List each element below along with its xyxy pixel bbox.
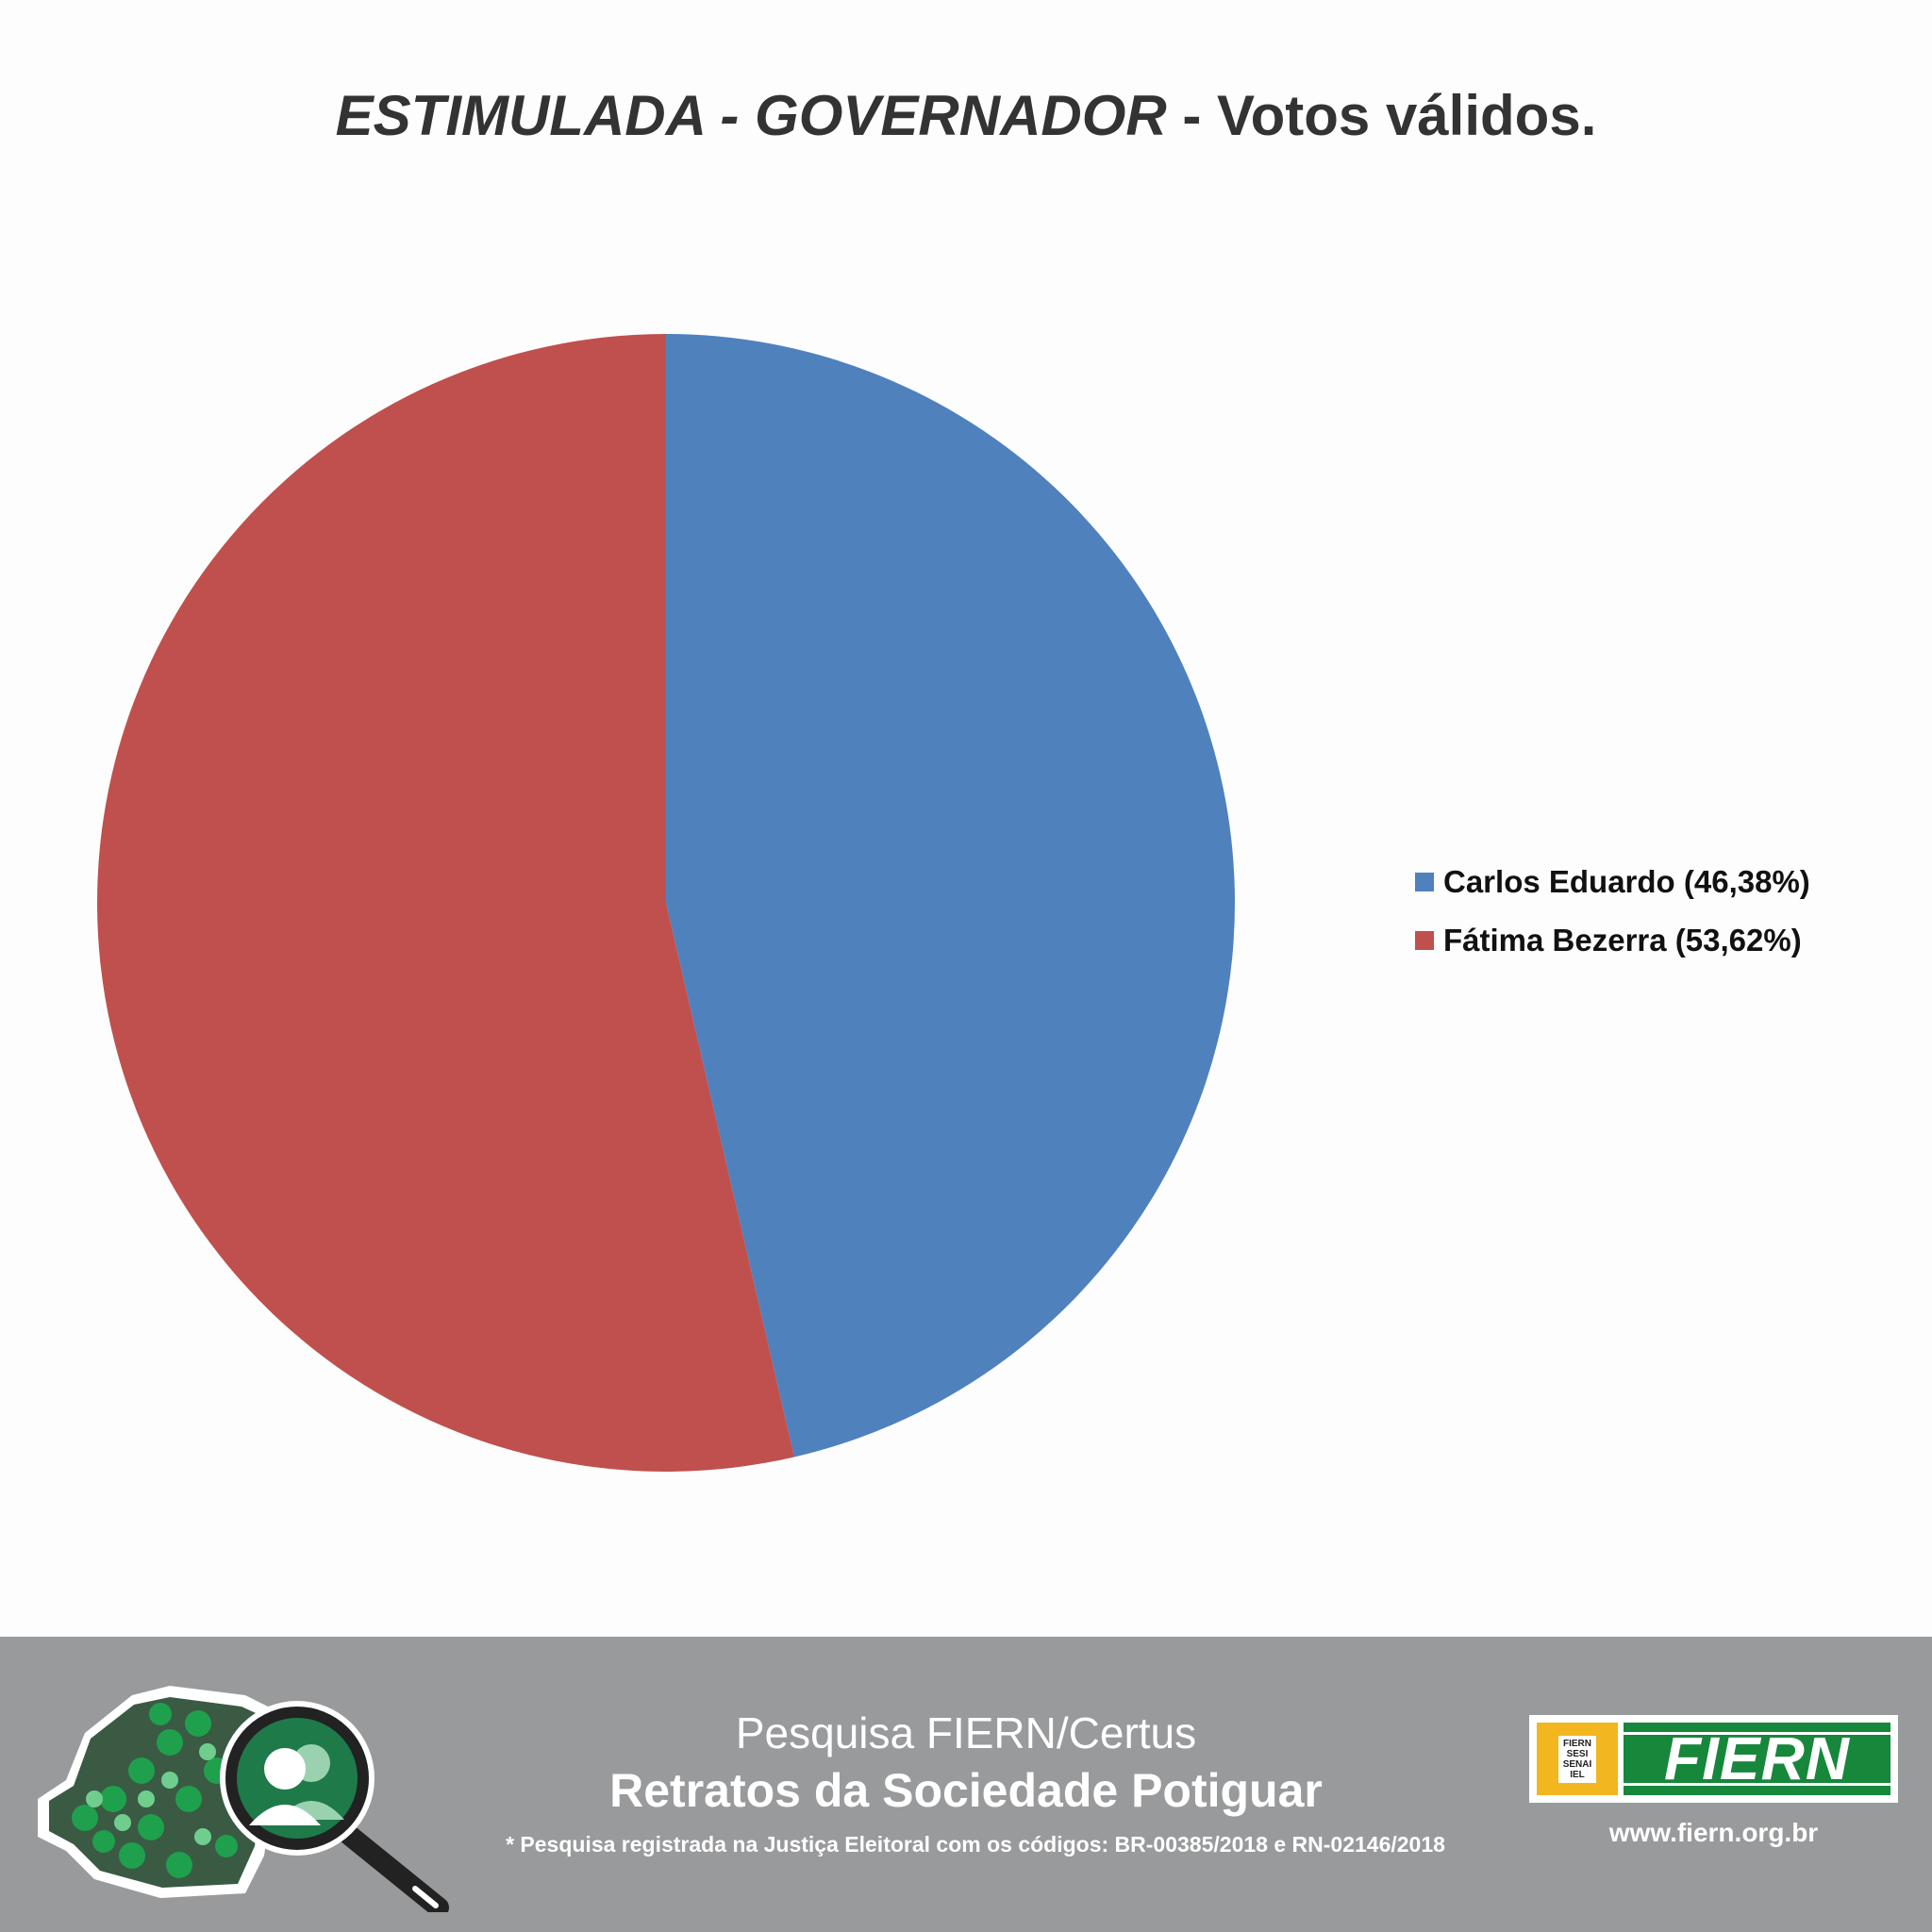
survey-name: Pesquisa FIERN/Certus xyxy=(735,1708,1197,1757)
fiern-wordmark: FIERN xyxy=(1624,1723,1890,1795)
legend-item-carlos-eduardo: Carlos Eduardo (46,38%) xyxy=(1415,853,1810,911)
website-url: www.fiern.org.br xyxy=(1608,1818,1819,1847)
legend-swatch-carlos-eduardo xyxy=(1415,873,1434,891)
survey-brand-logo xyxy=(38,1686,449,1912)
badge-line: FIERN xyxy=(1563,1738,1591,1749)
legend-item-fatima-bezerra: Fátima Bezerra (53,62%) xyxy=(1415,911,1810,970)
chart-title: ESTIMULADA - GOVERNADOR - Votos válidos. xyxy=(0,83,1932,148)
badge-line: SESI xyxy=(1566,1748,1589,1759)
chart-legend: Carlos Eduardo (46,38%) Fátima Bezerra (… xyxy=(1415,853,1810,970)
chart-title-italic: ESTIMULADA - GOVERNADOR xyxy=(335,84,1167,147)
pie-chart xyxy=(96,334,1235,1472)
fiern-logo: FIERN SESI SENAI IEL FIERN xyxy=(1529,1715,1898,1803)
fiern-wordmark-text: FIERN xyxy=(1664,1724,1850,1792)
legend-label-carlos-eduardo: Carlos Eduardo (46,38%) xyxy=(1443,864,1810,899)
chart-title-rest: - Votos válidos. xyxy=(1166,84,1597,147)
magnifier-icon xyxy=(220,1701,449,1912)
legend-swatch-fatima-bezerra xyxy=(1415,931,1434,950)
pie-slice-fatima-bezerra xyxy=(96,334,794,1472)
footer-banner: Pesquisa FIERN/Certus Retratos da Socied… xyxy=(0,1637,1932,1932)
badge-line: SENAI xyxy=(1562,1758,1592,1770)
fiern-system-badge: FIERN SESI SENAI IEL xyxy=(1537,1723,1618,1795)
badge-line: IEL xyxy=(1570,1769,1585,1780)
registration-note: * Pesquisa registrada na Justiça Eleitor… xyxy=(506,1832,1445,1857)
legend-label-fatima-bezerra: Fátima Bezerra (53,62%) xyxy=(1443,923,1802,958)
pie-slice-carlos-eduardo xyxy=(666,334,1235,1457)
survey-title: Retratos da Sociedade Potiguar xyxy=(609,1764,1323,1817)
